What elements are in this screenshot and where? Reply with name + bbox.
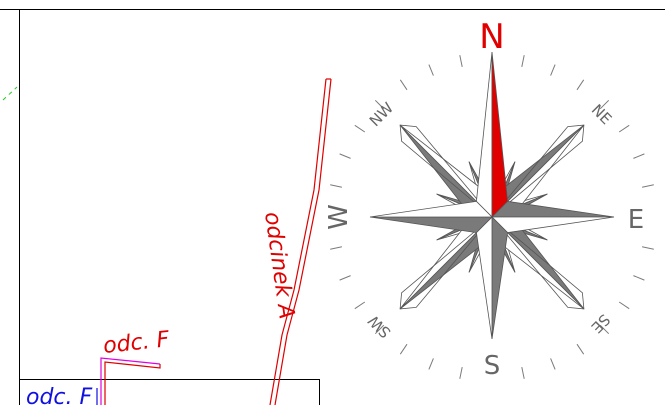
label-odc-f-blue: odc. F <box>26 385 93 405</box>
compass-tick <box>399 343 408 355</box>
compass-cardinal-point <box>491 216 509 340</box>
compass-intercardinal-outline <box>399 124 493 218</box>
compass-intercardinal-outline <box>399 216 493 310</box>
compass-rose <box>330 51 654 379</box>
compass-north-label: N <box>479 17 504 57</box>
compass-cardinal-point <box>491 200 615 218</box>
compass-cardinal-point <box>369 200 493 218</box>
compass-intercardinal-outline <box>491 216 585 310</box>
compass-tick <box>354 124 366 133</box>
compass-tick <box>550 64 556 76</box>
compass-east-label: E <box>628 205 644 235</box>
compass-tick <box>599 324 610 335</box>
compass-tick <box>576 343 585 355</box>
compass-sw-label: SW <box>364 311 394 341</box>
compass-cardinal-point <box>475 216 493 340</box>
compass-se-label: SE <box>587 310 613 336</box>
compass-tick <box>459 366 463 379</box>
compass-nw-label: NW <box>366 99 397 130</box>
compass-tick <box>330 184 343 188</box>
compass-south-label: S <box>484 351 501 381</box>
label-odcinek-a: odcinek A <box>259 210 299 320</box>
compass-tick <box>641 246 654 250</box>
compass-tick <box>354 301 366 310</box>
compass-ne-label: NE <box>588 101 615 128</box>
compass-tick <box>399 79 408 91</box>
compass-tick <box>339 153 351 159</box>
compass-tick <box>599 99 610 110</box>
route-odcinek-a <box>269 78 332 405</box>
compass-cardinal-point <box>369 216 493 234</box>
compass-tick <box>521 55 525 68</box>
compass-tick <box>374 324 385 335</box>
inset-box <box>19 379 320 405</box>
compass-tick <box>428 358 434 370</box>
compass-tick <box>633 153 645 159</box>
compass-tick <box>576 79 585 91</box>
compass-cardinal-point <box>491 216 615 234</box>
compass-tick <box>374 99 385 110</box>
compass-tick <box>428 64 434 76</box>
route-odc-f <box>96 357 161 405</box>
compass-cardinal-point <box>475 51 493 218</box>
green-dashed-line <box>2 86 18 101</box>
compass-tick <box>521 366 525 379</box>
compass-intercardinal-outline <box>491 124 585 218</box>
compass-cardinal-point <box>491 51 509 218</box>
compass-west-label: W <box>324 204 354 230</box>
compass-tick <box>618 124 630 133</box>
compass-tick <box>330 246 343 250</box>
compass-tick <box>459 55 463 68</box>
compass-tick <box>618 301 630 310</box>
compass-tick <box>550 358 556 370</box>
label-odc-f-red: odc. F <box>102 327 171 359</box>
compass-tick <box>633 275 645 281</box>
compass-tick <box>339 275 351 281</box>
compass-tick <box>641 184 654 188</box>
